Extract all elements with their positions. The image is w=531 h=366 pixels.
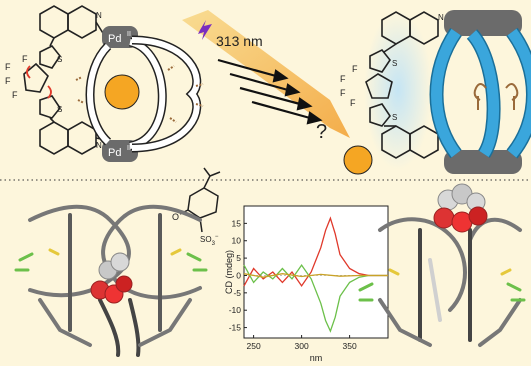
nitrogen-label: N (96, 141, 102, 150)
cage-left (75, 26, 204, 162)
y-tick-label: 0 (236, 270, 241, 280)
fluorine-label: F (340, 88, 346, 98)
crystal-guest-right (433, 183, 488, 233)
sulfur-label: S (57, 55, 62, 64)
lightning-icon (198, 20, 212, 40)
y-tick-label: 10 (232, 236, 242, 246)
fluorine-label: F (5, 62, 11, 72)
fluorine-label: F (12, 90, 18, 100)
crystal-structure-right (358, 217, 526, 347)
fluorine-label: F (340, 74, 346, 84)
cd-series-line-2 (243, 263, 388, 333)
guest-sphere (104, 74, 140, 110)
cd-chart: 15 10 5 0 -5 -10 -15 250 300 350 CD (mdeg) nm (224, 205, 389, 363)
y-tick-label: -15 (229, 323, 242, 333)
x-tick-label: 350 (343, 341, 357, 351)
nitrogen-label: N (96, 11, 102, 20)
plot-area (243, 205, 389, 339)
nitrogen-label: N (438, 13, 444, 22)
question-mark: ? (316, 121, 327, 143)
photoswitch-red-arrow (47, 85, 52, 99)
y-axis-label: CD (mdeg) (224, 250, 234, 294)
sulfonate-label: SO3− (200, 234, 219, 247)
crystal-structure-left (14, 204, 208, 357)
crystal-guest-left (90, 252, 133, 304)
oxidation-state: II (127, 145, 131, 152)
palladium-label: Pd (108, 147, 121, 159)
y-tick-label: 5 (236, 253, 241, 263)
cage-right (429, 10, 531, 174)
wavelength-label: 313 nm (216, 33, 263, 49)
fluorine-label: F (5, 76, 11, 86)
photon-arrows (217, 58, 323, 125)
x-axis-label: nm (310, 353, 323, 363)
sulfur-label: S (392, 59, 397, 68)
cd-series-line-1 (243, 216, 388, 288)
ligand-glow (364, 10, 432, 170)
fluorine-label: F (22, 54, 28, 64)
fluorine-label: F (352, 64, 358, 74)
sulfur-label: S (57, 105, 62, 114)
y-tick-label: 15 (232, 218, 242, 228)
photoswitch-red-arrow (26, 65, 31, 79)
x-tick-label: 250 (247, 341, 261, 351)
palladium-label: Pd (108, 33, 121, 45)
x-tick-label: 300 (295, 341, 309, 351)
y-tick-label: -5 (233, 288, 241, 298)
released-guest-sphere (343, 145, 373, 175)
oxygen-label: O (172, 212, 179, 222)
fluorine-label: F (350, 98, 356, 108)
dithienylethene-ligand-right (365, 11, 439, 159)
oxidation-state: II (127, 31, 131, 38)
sulfur-label: S (392, 113, 397, 122)
y-tick-label: -10 (229, 305, 242, 315)
cd-series-line-3 (243, 273, 388, 278)
